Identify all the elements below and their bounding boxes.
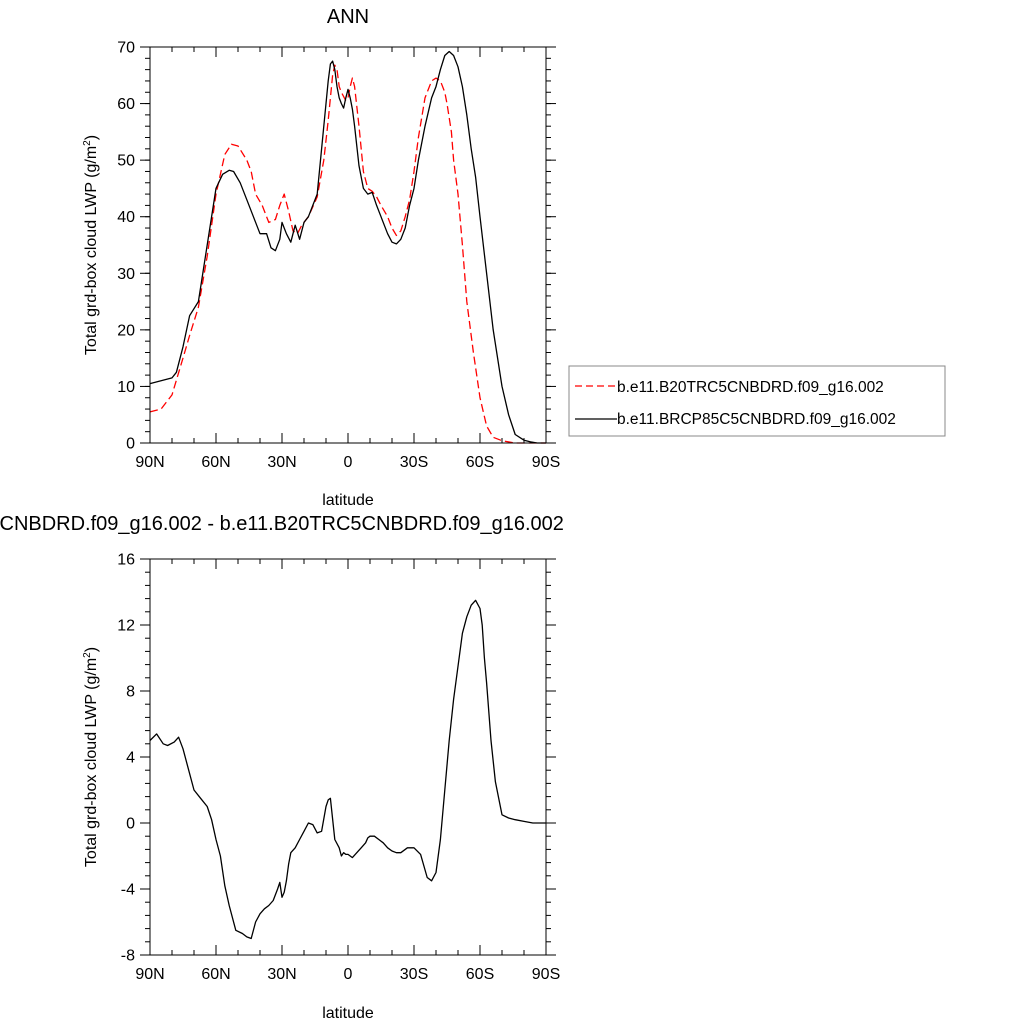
y-tick-label: 70 bbox=[117, 40, 135, 57]
y-tick-label: 40 bbox=[117, 209, 135, 226]
x-tick-label: 30N bbox=[267, 454, 296, 471]
bottom-series-group bbox=[149, 599, 546, 940]
series-line-dashed bbox=[149, 64, 546, 444]
y-tick-label: 10 bbox=[117, 379, 135, 396]
top-tick-marks bbox=[140, 46, 556, 444]
top-tick-labels: 90N 60N 30N 0 30S 60S 90S 0 10 20 30 40 50 60 70 bbox=[117, 40, 560, 472]
legend: b.e11.B20TRC5CNBDRD.f09_g16.002 b.e11.BR… bbox=[568, 365, 946, 437]
y-tick-label: 60 bbox=[117, 96, 135, 113]
y-tick-label: 16 bbox=[117, 552, 135, 569]
legend-label-rcp85: b.e11.BRCP85C5CNBDRD.f09_g16.002 bbox=[617, 411, 896, 428]
y-tick-label: -4 bbox=[121, 882, 135, 899]
bottom-line-chart: BRCP85C5CNBDRD.f09_g16.002 - b.e11.B20TR… bbox=[0, 513, 564, 1022]
y-tick-label: 50 bbox=[117, 153, 135, 170]
x-tick-label: 90N bbox=[135, 454, 164, 471]
y-tick-label: 20 bbox=[117, 322, 135, 339]
top-chart-title: ANN bbox=[327, 6, 369, 28]
x-tick-label: 90N bbox=[135, 966, 164, 983]
y-tick-label: 12 bbox=[117, 618, 135, 635]
x-tick-label: 90S bbox=[532, 454, 560, 471]
top-line-chart: ANN 90N 60N 30N 0 30S 60S 90S 0 10 20 30 40 50 60 70 l… bbox=[82, 6, 946, 509]
x-tick-label: 60N bbox=[201, 966, 230, 983]
bottom-y-axis-label: Total grd-box cloud LWP (g/m2) bbox=[82, 647, 100, 867]
bottom-tick-labels: 90N 60N 30N 0 30S 60S 90S -8 -4 0 4 8 12 16 bbox=[117, 552, 560, 984]
y-tick-label: 0 bbox=[126, 436, 135, 453]
x-tick-label: 30S bbox=[400, 454, 428, 471]
x-tick-label: 0 bbox=[344, 454, 353, 471]
bottom-tick-marks bbox=[140, 558, 556, 956]
y-tick-label: 4 bbox=[126, 750, 135, 767]
x-tick-label: 60S bbox=[466, 966, 494, 983]
top-series-group bbox=[149, 50, 546, 444]
top-plot-frame bbox=[149, 46, 547, 444]
x-tick-label: 90S bbox=[532, 966, 560, 983]
x-tick-label: 30N bbox=[267, 966, 296, 983]
y-tick-label: 8 bbox=[126, 684, 135, 701]
x-tick-label: 30S bbox=[400, 966, 428, 983]
x-tick-label: 60N bbox=[201, 454, 230, 471]
bottom-plot-frame bbox=[149, 558, 547, 956]
top-y-axis-label: Total grd-box cloud LWP (g/m2) bbox=[82, 135, 100, 355]
x-tick-label: 60S bbox=[466, 454, 494, 471]
y-tick-label: 30 bbox=[117, 266, 135, 283]
series-line-solid bbox=[149, 599, 546, 940]
bottom-x-axis-label: latitude bbox=[322, 1005, 374, 1022]
y-tick-label: -8 bbox=[121, 948, 135, 965]
legend-box bbox=[568, 365, 946, 437]
legend-label-historical: b.e11.B20TRC5CNBDRD.f09_g16.002 bbox=[617, 379, 884, 396]
bottom-chart-title: BRCP85C5CNBDRD.f09_g16.002 - b.e11.B20TR… bbox=[0, 513, 564, 535]
x-tick-label: 0 bbox=[344, 966, 353, 983]
top-x-axis-label: latitude bbox=[322, 492, 374, 509]
series-line-solid bbox=[149, 50, 546, 444]
y-tick-label: 0 bbox=[126, 816, 135, 833]
